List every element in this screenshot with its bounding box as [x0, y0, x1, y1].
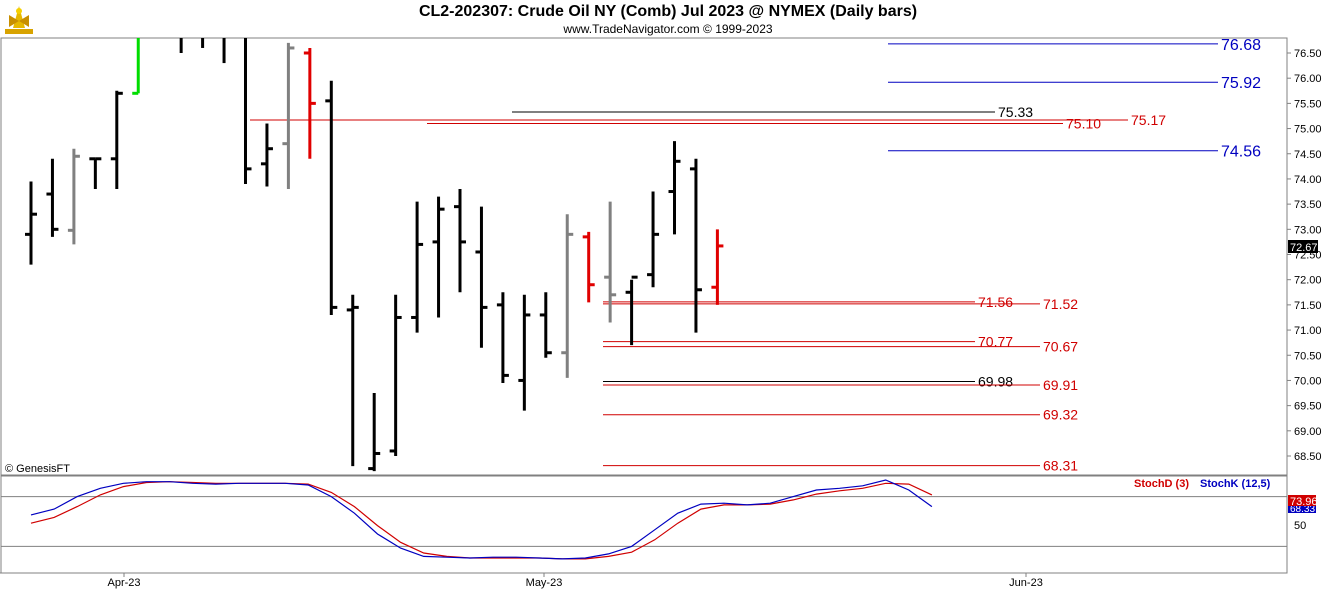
price-tick-label: 69.50: [1294, 401, 1322, 413]
level-label: 76.68: [1221, 37, 1261, 54]
level-label: 70.67: [1043, 339, 1078, 355]
level-label: 71.52: [1043, 296, 1078, 312]
level-label: 75.33: [998, 104, 1033, 120]
level-label: 68.31: [1043, 458, 1078, 474]
stochastic-legend: StochD (3) StochK (12,5): [1134, 478, 1271, 490]
copyright-label: © GenesisFT: [5, 463, 70, 475]
stoch-d-value: 73.96: [1290, 496, 1318, 508]
last-price-badge: 72.67: [1288, 240, 1318, 254]
price-tick-label: 76.00: [1294, 73, 1322, 85]
stoch-tick-50: 50: [1294, 520, 1306, 532]
level-label: 69.32: [1043, 407, 1078, 423]
level-label: 69.98: [978, 373, 1013, 389]
stoch-k-line: [30, 479, 933, 560]
stoch-d-label: StochD (3): [1134, 478, 1189, 490]
stochastic-panel-frame: [0, 475, 1288, 574]
date-tick-label: May-23: [526, 577, 563, 589]
price-tick-label: 74.00: [1294, 174, 1322, 186]
stoch-k-value: 68.33: [1290, 504, 1315, 515]
level-label: 70.77: [978, 334, 1013, 350]
price-tick-label: 70.50: [1294, 350, 1322, 362]
price-tick-label: 71.00: [1294, 325, 1322, 337]
level-label: 75.10: [1066, 116, 1101, 132]
chart-subtitle: www.TradeNavigator.com © 1999-2023: [563, 22, 773, 36]
price-tick-label: 74.50: [1294, 149, 1322, 161]
level-label: 75.17: [1131, 112, 1166, 128]
price-tick-label: 72.00: [1294, 275, 1322, 287]
level-label: 75.92: [1221, 75, 1261, 92]
price-axis: 76.50 76.00 75.50 75.00 74.50 74.00 73.50 73.00…: [1287, 48, 1322, 463]
date-axis: Apr-23 May-23 Jun-23: [107, 573, 1043, 589]
key-levels: 76.68 75.92 75.33 75.17 75.10 74.56 71.56 71.52…: [250, 37, 1261, 474]
price-tick-label: 68.50: [1294, 451, 1322, 463]
chart-header: CL2-202307: Crude Oil NY (Comb) Jul 2023…: [0, 0, 1336, 38]
stochastic-value-badges: 68.33 73.96 50: [1288, 495, 1318, 532]
stoch-d-line: [30, 481, 933, 560]
date-tick-label: Apr-23: [107, 577, 140, 589]
price-tick-label: 75.50: [1294, 98, 1322, 110]
date-tick-label: Jun-23: [1009, 577, 1043, 589]
trade-navigator-logo-icon: [3, 3, 35, 35]
price-tick-label: 76.50: [1294, 48, 1322, 60]
ohlc-bars: [25, 38, 724, 472]
price-tick-label: 71.50: [1294, 300, 1322, 312]
price-tick-label: 70.00: [1294, 375, 1322, 387]
stochastic-panel: [1, 479, 1287, 560]
level-label: 71.56: [978, 294, 1013, 310]
price-tick-label: 69.00: [1294, 426, 1322, 438]
price-tick-label: 73.50: [1294, 199, 1322, 211]
stoch-k-label: StochK (12,5): [1200, 478, 1271, 490]
price-panel-frame: [0, 37, 1288, 476]
level-label: 69.91: [1043, 377, 1078, 393]
last-price-value: 72.67: [1290, 242, 1318, 254]
chart-title: CL2-202307: Crude Oil NY (Comb) Jul 2023…: [418, 3, 918, 20]
price-tick-label: 73.00: [1294, 224, 1322, 236]
price-tick-label: 75.00: [1294, 124, 1322, 136]
level-label: 74.56: [1221, 144, 1261, 161]
